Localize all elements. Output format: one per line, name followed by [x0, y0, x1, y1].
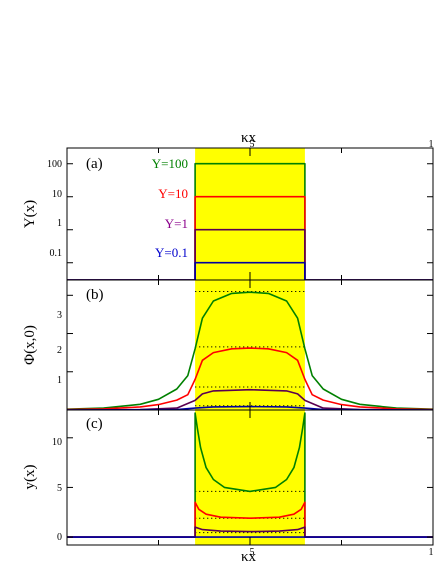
series-line-a-2 — [67, 228, 433, 280]
bottom-axis-label: κx — [241, 549, 257, 564]
y-tick-label-c-0: 0 — [57, 532, 62, 543]
series-line-a-1 — [67, 195, 433, 280]
y-tick-label-a-100: 100 — [47, 159, 62, 170]
series-line-b-1 — [67, 347, 433, 410]
series-line-b-2 — [67, 388, 433, 410]
series-label-y100: Y=100 — [152, 156, 188, 171]
series-label-y1: Y=1 — [165, 216, 188, 231]
top-axis-label: κx — [241, 130, 257, 146]
series-label-y10: Y=10 — [158, 186, 188, 201]
axis-ticks — [66, 148, 434, 545]
series-label-y0.1: Y=0.1 — [155, 245, 188, 260]
y-axis-label-c: y(x) — [22, 465, 38, 490]
y-axis-label-b: Φ(x,0) — [22, 325, 38, 365]
y-tick-label-a-0.1: 0.1 — [50, 248, 63, 259]
series-line-c-0 — [67, 412, 433, 538]
highlight-band-c — [195, 410, 305, 545]
y-axis-label-a: Y(x) — [22, 200, 38, 228]
highlight-band-a — [195, 148, 305, 280]
panel-label-b: (b) — [86, 287, 104, 303]
bottom-tick-label-1: 1 — [429, 547, 434, 558]
bottom-tick-label-5: 5 — [250, 547, 255, 558]
y-tick-label-c-10: 10 — [52, 437, 62, 448]
panel-label-a: (a) — [86, 156, 103, 172]
series-line-a-0 — [67, 162, 433, 280]
y-tick-label-a-10: 10 — [52, 189, 62, 200]
y-tick-label-b-1: 1 — [57, 375, 62, 386]
y-tick-label-b-3: 3 — [57, 310, 62, 321]
panel-label-c: (c) — [86, 416, 103, 432]
series-line-c-1 — [67, 501, 433, 538]
y-tick-label-a-1: 1 — [57, 218, 62, 229]
series-line-c-2 — [67, 526, 433, 538]
top-tick-label-1: 1 — [429, 139, 434, 150]
top-tick-label-5: 5 — [250, 139, 255, 150]
y-tick-label-b-2: 2 — [57, 345, 62, 356]
y-tick-label-c-5: 5 — [57, 483, 62, 494]
series-line-a-3 — [67, 261, 433, 280]
series-line-b-0 — [67, 291, 433, 410]
